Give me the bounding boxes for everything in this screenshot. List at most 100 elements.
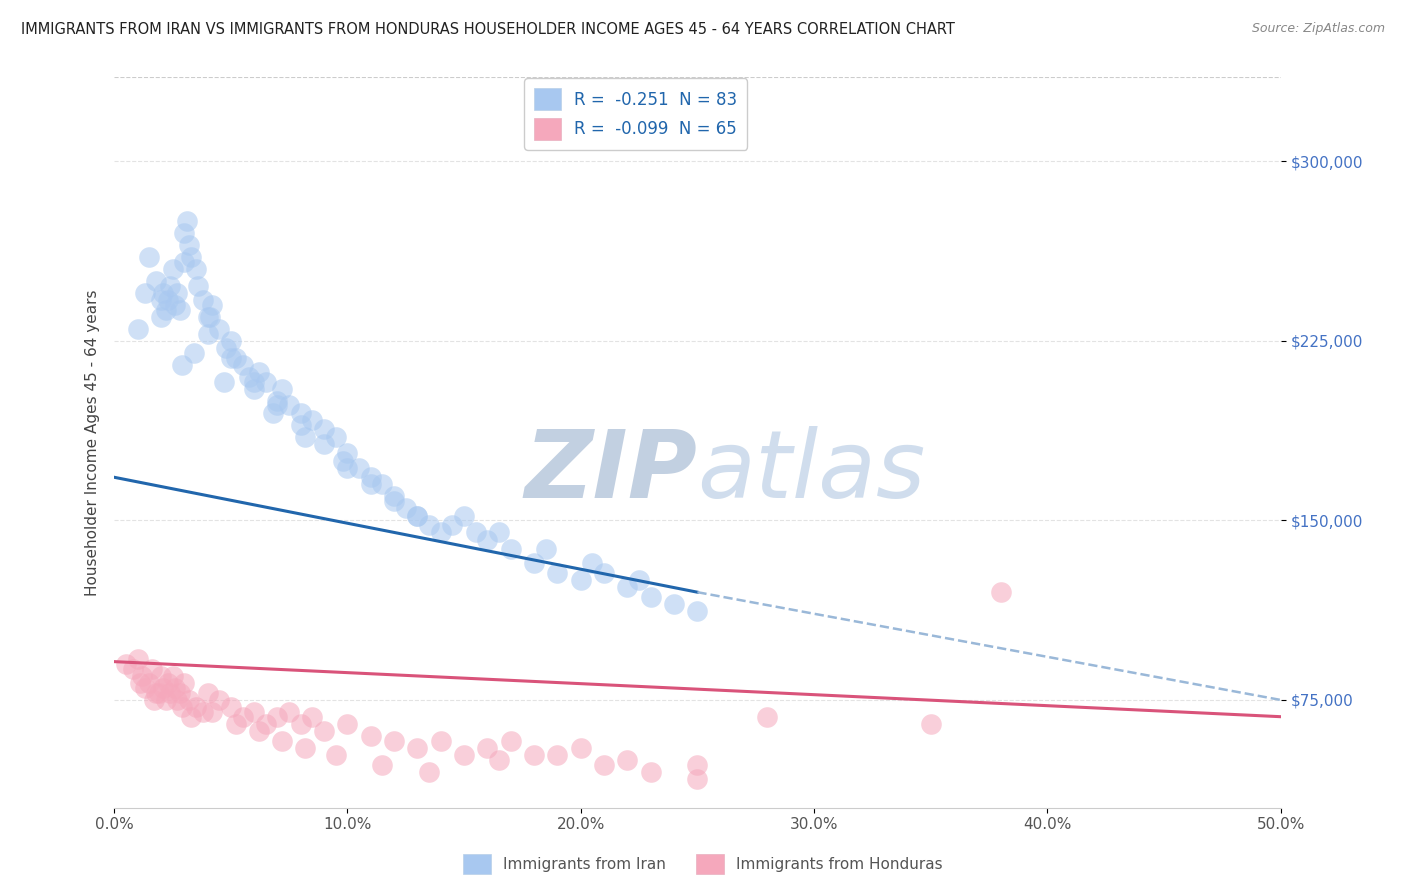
Point [224,717,246,731]
Point [990,585,1012,599]
Point [616,581,638,595]
Point [197,326,219,341]
Point [488,525,510,540]
Point [371,477,394,491]
Point [115,657,138,671]
Point [215,341,238,355]
Point [142,693,165,707]
Point [266,393,288,408]
Point [395,501,418,516]
Point [121,662,143,676]
Point [336,460,359,475]
Point [523,557,546,571]
Point [138,250,160,264]
Point [131,669,153,683]
Point [382,494,405,508]
Point [569,573,592,587]
Point [301,709,323,723]
Point [360,729,382,743]
Text: ZIP: ZIP [524,425,697,517]
Point [127,322,149,336]
Point [163,681,186,695]
Point [149,293,172,307]
Point [640,590,662,604]
Point [127,652,149,666]
Point [686,772,709,786]
Point [162,262,184,277]
Point [756,709,779,723]
Point [149,669,172,683]
Point [238,369,260,384]
Point [149,310,172,324]
Point [134,681,156,695]
Point [314,436,336,450]
Point [145,686,167,700]
Point [173,254,195,268]
Point [219,334,242,348]
Point [271,733,294,747]
Point [145,274,167,288]
Point [176,214,198,228]
Point [180,709,202,723]
Point [156,293,179,307]
Point [332,453,354,467]
Point [336,446,359,460]
Point [360,477,382,491]
Point [453,747,475,762]
Y-axis label: Householder Income Ages 45 - 64 years: Householder Income Ages 45 - 64 years [86,289,100,596]
Point [247,724,270,739]
Point [534,542,557,557]
Point [254,717,277,731]
Point [430,525,453,540]
Point [686,757,709,772]
Point [128,676,150,690]
Point [266,399,288,413]
Point [477,740,499,755]
Point [336,717,359,731]
Point [628,573,651,587]
Point [499,542,522,557]
Point [155,693,177,707]
Point [278,399,301,413]
Point [187,278,209,293]
Point [406,508,429,523]
Point [212,375,235,389]
Point [219,700,242,714]
Point [191,293,214,307]
Text: Source: ZipAtlas.com: Source: ZipAtlas.com [1251,22,1385,36]
Point [546,566,568,580]
Point [201,298,224,312]
Point [616,753,638,767]
Point [208,693,231,707]
Point [197,310,219,324]
Point [247,365,270,379]
Point [170,358,193,372]
Point [662,597,685,611]
Point [271,382,294,396]
Point [301,413,323,427]
Point [184,262,207,277]
Point [347,460,370,475]
Point [243,375,266,389]
Point [152,681,174,695]
Point [581,557,603,571]
Point [191,705,214,719]
Point [166,285,188,300]
Point [243,705,266,719]
Point [169,302,191,317]
Point [138,676,160,690]
Legend: R =  -0.251  N = 83, R =  -0.099  N = 65: R = -0.251 N = 83, R = -0.099 N = 65 [524,78,748,150]
Point [593,757,616,772]
Point [499,733,522,747]
Point [177,693,200,707]
Point [441,518,464,533]
Point [477,533,499,547]
Point [314,724,336,739]
Point [488,753,510,767]
Point [294,740,316,755]
Point [177,238,200,252]
Point [453,508,475,523]
Point [314,422,336,436]
Point [290,406,312,420]
Point [173,676,195,690]
